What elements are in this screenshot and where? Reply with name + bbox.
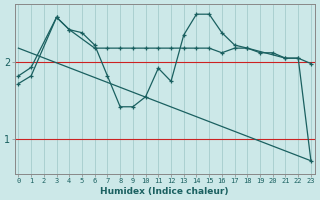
X-axis label: Humidex (Indice chaleur): Humidex (Indice chaleur) xyxy=(100,187,229,196)
